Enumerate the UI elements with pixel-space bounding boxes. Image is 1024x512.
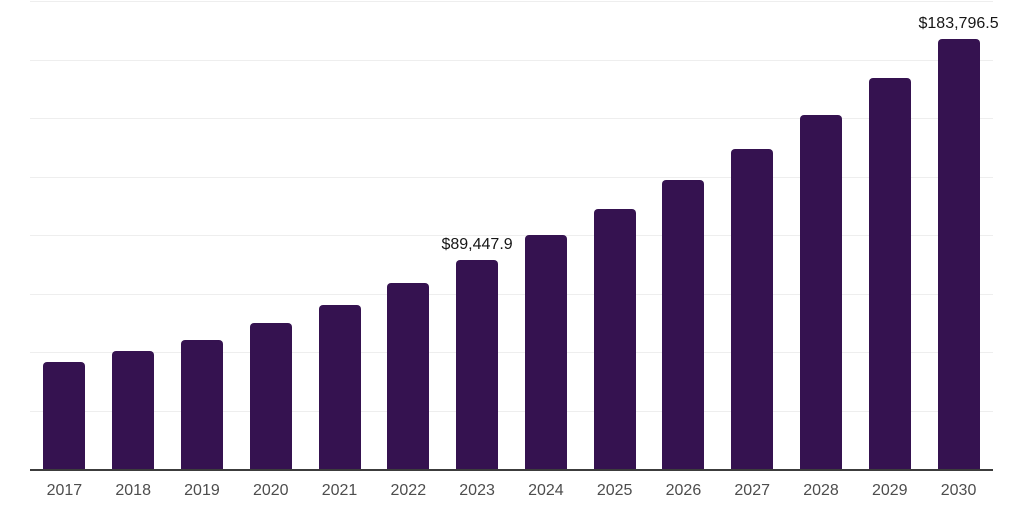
data-label-2030: $183,796.5 (918, 14, 999, 32)
bars-container: $89,447.9 $183,796.5 (30, 1, 999, 469)
data-label-2023: $89,447.9 (441, 235, 513, 253)
x-tick-label-2029: 2029 (871, 482, 908, 499)
x-tick-label-2017: 2017 (46, 482, 83, 499)
x-tick-label-2018: 2018 (115, 482, 151, 499)
bar-2022 (387, 282, 430, 469)
bar-2017 (43, 362, 86, 469)
x-tick-label-2021: 2021 (321, 482, 358, 499)
x-tick-label-2023: 2023 (459, 482, 495, 499)
x-tick-label-2025: 2025 (596, 482, 633, 499)
bar-2019 (180, 339, 223, 469)
gridline (30, 59, 993, 61)
bar-cell-2020 (236, 1, 305, 469)
bar-2023 (456, 259, 499, 469)
bar-cell-2021 (305, 1, 374, 469)
bar-cell-2017 (30, 1, 99, 469)
bar-cell-2018 (99, 1, 168, 469)
bar-cell-2030: $183,796.5 (919, 1, 999, 469)
x-tick-label-2030: 2030 (940, 482, 977, 499)
x-tick-label-2028: 2028 (803, 482, 839, 499)
bar-cell-2026 (649, 1, 718, 469)
bar-cell-2023: $89,447.9 (441, 1, 513, 469)
bar-cell-2029 (855, 1, 924, 469)
bar-2021 (318, 304, 361, 469)
bar-2028 (799, 115, 842, 469)
x-tick-label-2022: 2022 (390, 482, 427, 499)
x-axis-tick-labels: 2017 2018 2019 2020 2021 2022 2023 2024 2025 2026… (30, 482, 993, 500)
x-tick-label-2019: 2019 (184, 482, 220, 499)
gridline (30, 1, 993, 2)
gridline (30, 176, 993, 178)
bar-2030 (937, 38, 980, 469)
bar-2025 (593, 209, 636, 469)
x-tick-label-2027: 2027 (734, 482, 770, 499)
bar-cell-2024 (511, 1, 580, 469)
bar-2020 (249, 322, 292, 469)
x-tick-label-2024: 2024 (528, 482, 564, 499)
gridline (30, 118, 993, 119)
bar-2018 (112, 351, 155, 469)
bar-2027 (731, 149, 774, 469)
bar-cell-2022 (374, 1, 443, 469)
bar-cell-2028 (787, 1, 856, 469)
gridline (30, 352, 993, 353)
x-tick-label-2020: 2020 (252, 482, 289, 499)
gridline (30, 235, 993, 236)
bar-2024 (524, 235, 567, 469)
gridline (30, 293, 993, 295)
bar-cell-2025 (580, 1, 649, 469)
x-tick-label-2026: 2026 (665, 482, 702, 499)
bar-cell-2027 (718, 1, 787, 469)
plot-area: $89,447.9 $183,796.5 (30, 1, 999, 471)
bar-2026 (662, 180, 705, 469)
gridline (30, 410, 993, 412)
bar-cell-2019 (168, 1, 237, 469)
bar-2029 (868, 78, 911, 469)
